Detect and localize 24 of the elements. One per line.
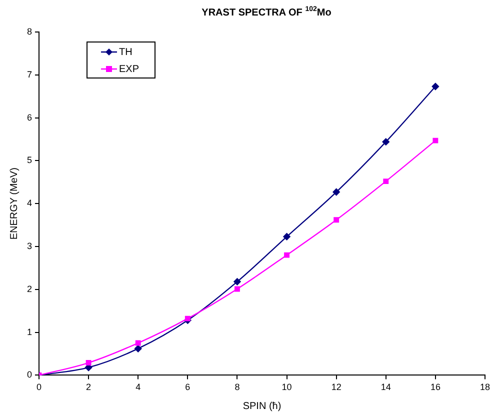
x-tick-label: 4 — [136, 382, 141, 392]
y-tick-label: 8 — [26, 26, 32, 36]
x-tick-label: 16 — [430, 382, 440, 392]
y-tick-label: 3 — [26, 240, 32, 251]
x-tick-label: 12 — [331, 382, 342, 392]
x-tick-label: 10 — [282, 382, 292, 392]
x-tick-label: 6 — [185, 382, 190, 392]
x-tick-label: 2 — [86, 382, 92, 392]
y-tick-label: 1 — [26, 326, 32, 337]
x-tick-label: 0 — [36, 382, 42, 392]
x-axis-title: SPIN (ħ) — [242, 400, 282, 412]
y-axis-title: ENERGY (MeV) — [8, 168, 20, 240]
legend-label: EXP — [119, 64, 140, 75]
x-tick-label: 14 — [380, 382, 391, 392]
x-tick-label: 8 — [234, 382, 240, 392]
chart-title: YRAST SPECTRA OF $^{102}$Mo — [200, 6, 332, 18]
y-tick-label: 0 — [26, 370, 32, 380]
x-tick-label: 18 — [480, 382, 490, 392]
y-tick-label: 7 — [26, 69, 32, 80]
y-tick-label: 6 — [26, 112, 32, 122]
y-tick-label: 5 — [26, 155, 32, 166]
y-tick-label: 4 — [26, 198, 32, 208]
y-tick-label: 2 — [26, 284, 32, 294]
legend-label: TH — [119, 46, 132, 58]
